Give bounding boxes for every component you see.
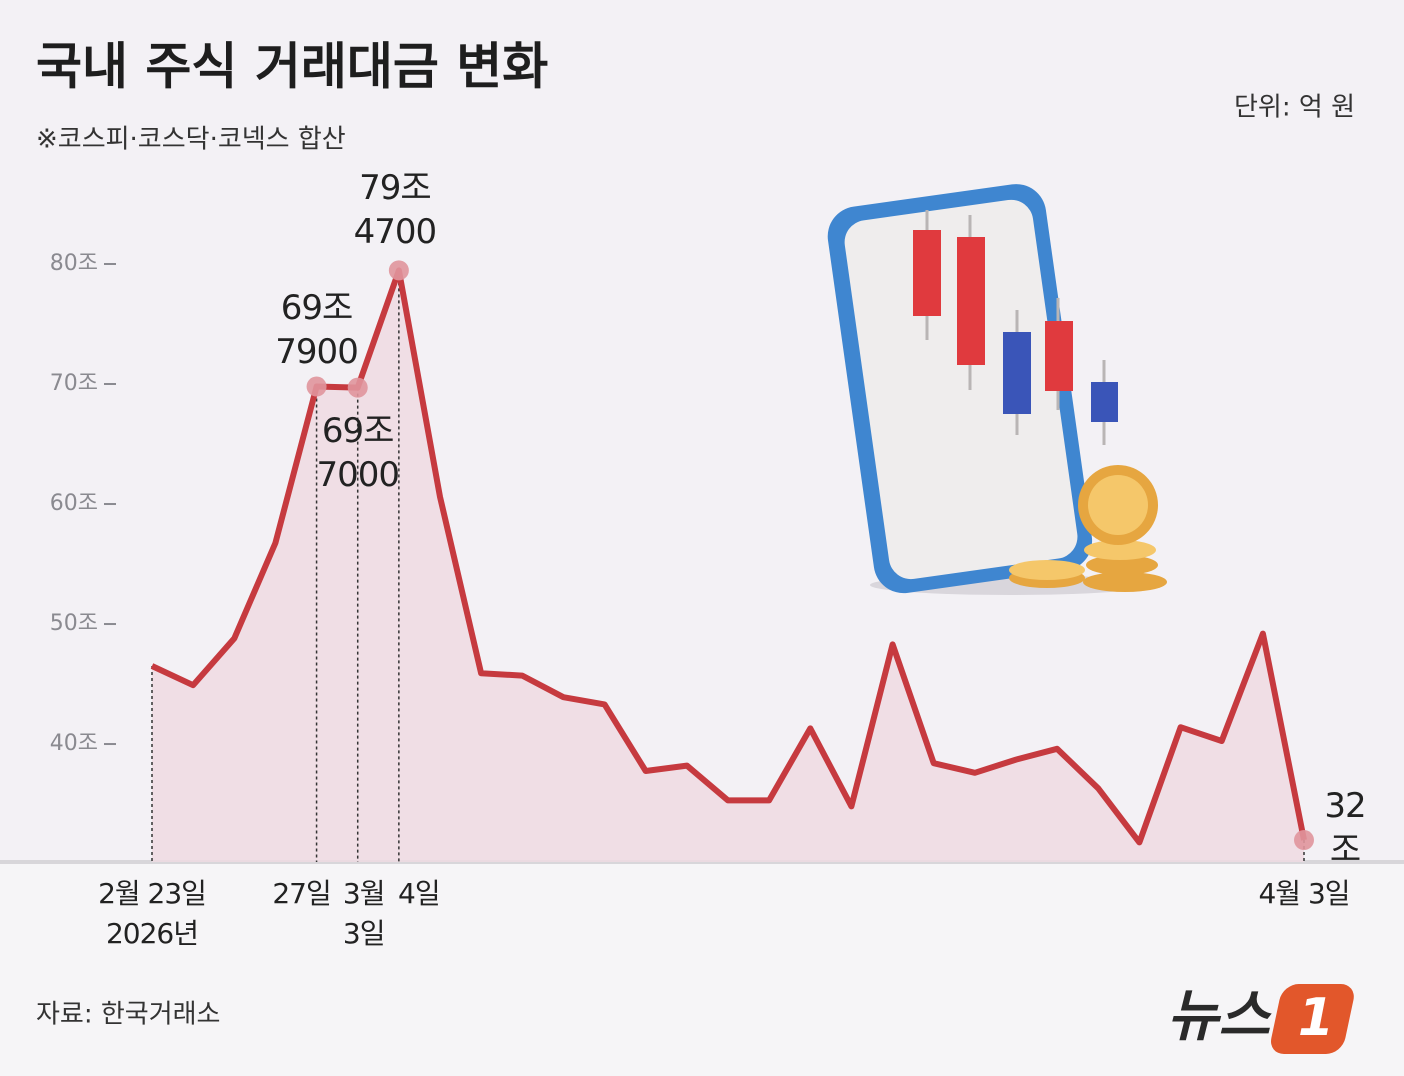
y-tick-label: 40조: [50, 731, 98, 756]
value-label: 79조 4700: [353, 168, 438, 253]
logo-mark: 1: [1298, 988, 1334, 1048]
y-tick-label: 70조: [50, 371, 98, 396]
point: [347, 377, 368, 398]
value-label: 32조: [1324, 786, 1366, 871]
value-label: 69조 7000: [316, 410, 400, 495]
line: [150, 267, 1307, 846]
x-tick-label: 27일: [272, 877, 331, 910]
point: [388, 260, 409, 281]
subtitle: ※코스피·코스닥·코넥스 합산: [36, 125, 346, 155]
unit: 단위: 억 원: [1234, 93, 1355, 123]
y-tick-label: 80조: [50, 251, 98, 276]
x-tick-label: 2월 23일 2026년: [98, 877, 207, 950]
y-tick-label: 60조: [50, 491, 98, 516]
x-tick-label: 4월 3일: [1258, 877, 1350, 910]
area: [152, 270, 1304, 862]
point: [306, 376, 327, 397]
x-tick-label: 4일: [398, 877, 441, 910]
y-tick-label: 50조: [50, 611, 98, 636]
title: 국내 주식 거래대금 변화: [36, 38, 548, 96]
illustration: [827, 184, 1167, 595]
logo-text: 뉴스: [1167, 984, 1273, 1049]
value-label: 69조 7900: [275, 287, 359, 372]
source: 자료: 한국거래소: [36, 1000, 220, 1030]
footer-bg: [0, 862, 1404, 1076]
point: [1294, 830, 1314, 851]
logo-badge: [1271, 984, 1354, 1054]
x-tick-label: 3월 3일: [342, 877, 386, 950]
